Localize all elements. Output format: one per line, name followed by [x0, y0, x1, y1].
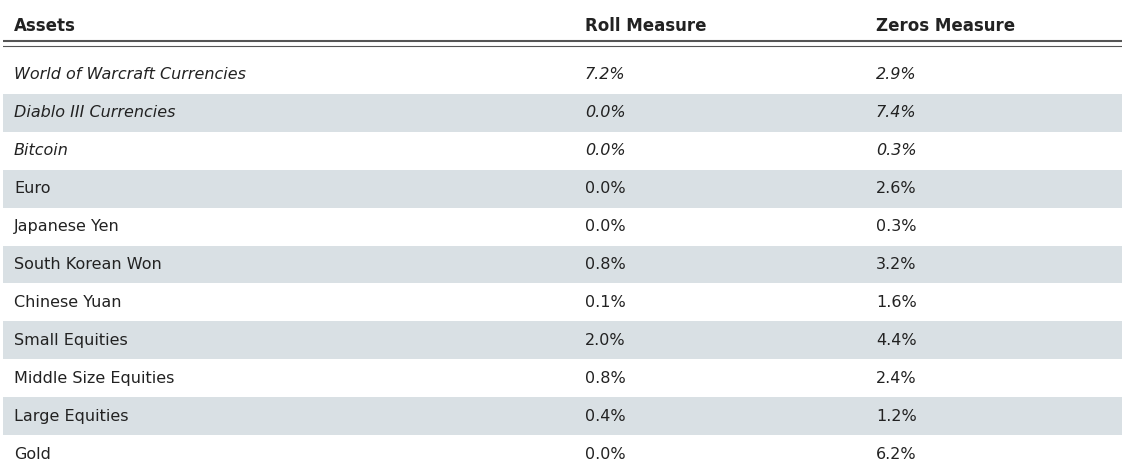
Text: 6.2%: 6.2% — [876, 446, 917, 461]
Text: Zeros Measure: Zeros Measure — [876, 17, 1015, 35]
Text: 0.0%: 0.0% — [585, 219, 626, 234]
Text: Euro: Euro — [14, 181, 51, 196]
Text: 0.0%: 0.0% — [585, 181, 626, 196]
Text: 0.0%: 0.0% — [585, 446, 626, 461]
Text: Chinese Yuan: Chinese Yuan — [14, 295, 122, 310]
Text: 0.1%: 0.1% — [585, 295, 626, 310]
Text: 1.6%: 1.6% — [876, 295, 917, 310]
Text: 1.2%: 1.2% — [876, 409, 917, 424]
Text: Roll Measure: Roll Measure — [585, 17, 706, 35]
Text: 4.4%: 4.4% — [876, 333, 917, 348]
Text: 0.3%: 0.3% — [876, 219, 917, 234]
Text: Diablo III Currencies: Diablo III Currencies — [14, 105, 176, 120]
Text: 0.3%: 0.3% — [876, 143, 917, 158]
Text: Middle Size Equities: Middle Size Equities — [14, 371, 174, 386]
Text: 7.4%: 7.4% — [876, 105, 917, 120]
Text: Bitcoin: Bitcoin — [14, 143, 69, 158]
Text: World of Warcraft Currencies: World of Warcraft Currencies — [14, 67, 246, 82]
Text: 0.8%: 0.8% — [585, 371, 626, 386]
Text: 3.2%: 3.2% — [876, 257, 917, 272]
Bar — [2, 170, 1123, 208]
Text: 2.9%: 2.9% — [876, 67, 917, 82]
Text: Assets: Assets — [14, 17, 75, 35]
Bar — [2, 322, 1123, 359]
Text: Small Equities: Small Equities — [14, 333, 128, 348]
Bar — [2, 397, 1123, 435]
Text: 0.0%: 0.0% — [585, 105, 626, 120]
Text: 2.0%: 2.0% — [585, 333, 626, 348]
Text: 0.0%: 0.0% — [585, 143, 626, 158]
Text: South Korean Won: South Korean Won — [14, 257, 162, 272]
Text: 0.8%: 0.8% — [585, 257, 626, 272]
Text: 0.4%: 0.4% — [585, 409, 626, 424]
Text: 2.4%: 2.4% — [876, 371, 917, 386]
Text: 7.2%: 7.2% — [585, 67, 626, 82]
Text: Japanese Yen: Japanese Yen — [14, 219, 119, 234]
Bar — [2, 94, 1123, 132]
Bar — [2, 246, 1123, 284]
Text: 2.6%: 2.6% — [876, 181, 917, 196]
Text: Gold: Gold — [14, 446, 51, 461]
Text: Large Equities: Large Equities — [14, 409, 128, 424]
